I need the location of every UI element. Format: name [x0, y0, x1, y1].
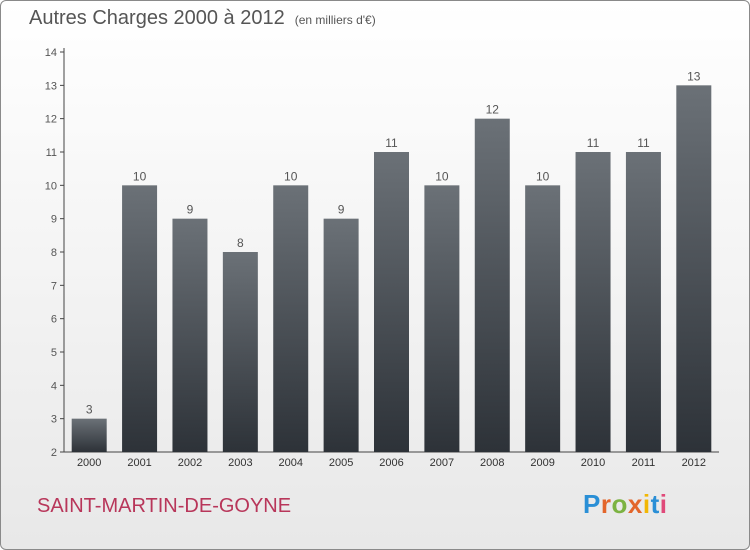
x-tick-label: 2009 — [530, 457, 554, 469]
y-tick-label: 2 — [51, 447, 57, 459]
data-label: 13 — [687, 69, 701, 83]
x-tick-label: 2006 — [379, 457, 403, 469]
data-label: 8 — [237, 236, 244, 250]
x-tick-label: 2000 — [77, 457, 101, 469]
bar — [172, 218, 208, 452]
y-tick-label: 14 — [45, 47, 57, 59]
x-tick-label: 2008 — [480, 457, 504, 469]
y-tick-label: 3 — [51, 414, 57, 426]
x-tick-label: 2005 — [329, 457, 353, 469]
data-label: 10 — [435, 169, 449, 183]
chart-title-row: Autres Charges 2000 à 2012 (en milliers d… — [29, 7, 376, 30]
chart-subtitle: (en milliers d'€) — [294, 13, 376, 27]
x-tick-label: 2004 — [278, 457, 302, 469]
y-tick-label: 5 — [51, 347, 57, 359]
y-tick-label: 4 — [51, 380, 57, 392]
bar — [323, 218, 359, 452]
bar — [71, 418, 107, 452]
bar — [424, 185, 460, 453]
logo-letter: r — [600, 489, 612, 519]
proxiti-logo[interactable]: Proxiti — [583, 489, 667, 520]
bar — [374, 152, 409, 452]
bar — [575, 152, 611, 452]
data-label: 10 — [133, 169, 147, 183]
logo-letter: i — [642, 489, 651, 519]
y-tick-label: 13 — [45, 80, 57, 92]
bar — [625, 152, 661, 452]
x-tick-label: 2007 — [430, 457, 454, 469]
data-label: 9 — [187, 203, 194, 217]
x-tick-label: 2012 — [682, 457, 706, 469]
bar — [525, 185, 561, 453]
town-name: SAINT-MARTIN-DE-GOYNE — [37, 495, 292, 517]
y-tick-label: 10 — [45, 180, 57, 192]
logo-letter: P — [583, 489, 601, 519]
chart-title: Autres Charges 2000 à 2012 — [29, 7, 285, 29]
logo-letter: i — [659, 489, 668, 519]
bar — [273, 185, 309, 453]
logo-letter: x — [627, 489, 643, 519]
y-tick-label: 6 — [51, 314, 57, 326]
y-tick-label: 11 — [46, 147, 57, 159]
x-tick-label: 2002 — [178, 457, 202, 469]
logo-letter: o — [611, 489, 628, 519]
x-tick-label: 2001 — [127, 457, 151, 469]
y-tick-label: 12 — [45, 114, 57, 126]
y-tick-label: 7 — [51, 280, 57, 292]
y-tick-label: 9 — [51, 214, 57, 226]
data-label: 3 — [86, 403, 93, 417]
bar — [474, 118, 510, 453]
bar — [222, 252, 258, 452]
x-tick-label: 2003 — [228, 457, 252, 469]
data-label: 11 — [385, 136, 398, 150]
logo-letter: t — [650, 489, 660, 519]
x-tick-label: 2011 — [632, 457, 656, 469]
y-tick-label: 8 — [51, 247, 57, 259]
data-label: 12 — [486, 103, 500, 117]
data-label: 11 — [587, 136, 600, 150]
data-label: 9 — [338, 203, 345, 217]
data-label: 10 — [536, 169, 550, 183]
data-label: 11 — [637, 136, 650, 150]
bar — [676, 85, 712, 452]
bar — [122, 185, 158, 453]
data-label: 10 — [284, 169, 298, 183]
x-tick-label: 2010 — [581, 457, 605, 469]
